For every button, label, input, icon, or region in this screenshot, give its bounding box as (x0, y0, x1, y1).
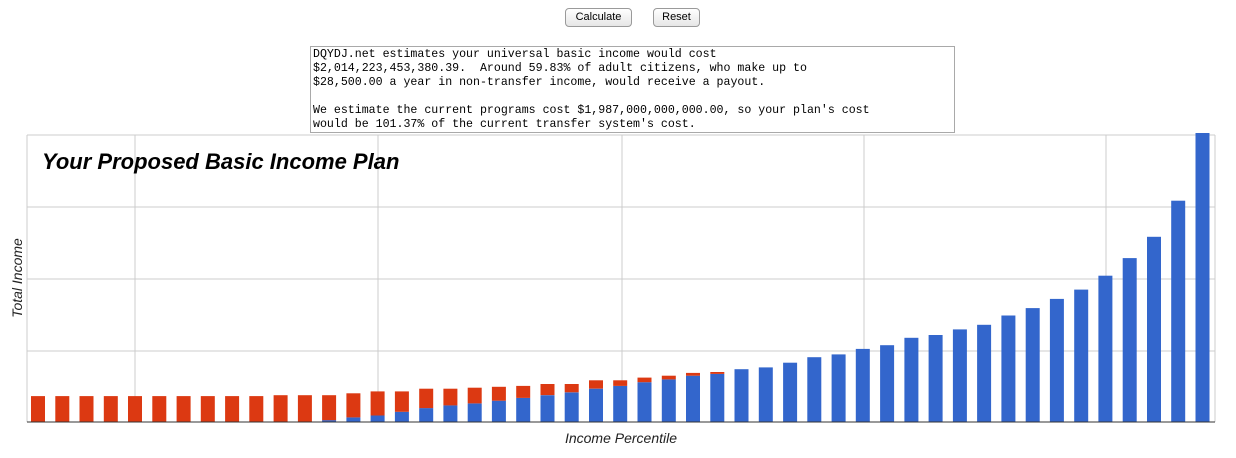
bar-payout (710, 372, 725, 374)
bar-payout (467, 387, 482, 404)
chart-title: Your Proposed Basic Income Plan (42, 149, 399, 174)
bar-payout (55, 396, 70, 422)
bar-income (443, 405, 458, 422)
bar-payout (225, 396, 240, 422)
bar-payout (419, 388, 434, 409)
bar-payout (152, 396, 167, 422)
bar-payout (564, 384, 579, 393)
bar-income (977, 324, 992, 422)
bar-income (758, 367, 773, 422)
bar-payout (637, 377, 652, 383)
bar-income (394, 411, 409, 422)
bar-income (783, 362, 798, 422)
bar-income (1171, 200, 1186, 422)
bar-income (613, 385, 628, 422)
bar-income (928, 335, 943, 422)
reset-button[interactable]: Reset (653, 8, 700, 27)
bar-income (686, 375, 700, 422)
bar-payout (394, 391, 409, 412)
basic-income-chart: Your Proposed Basic Income Plan Income P… (9, 133, 1216, 446)
bar-income (322, 420, 337, 422)
bar-income (370, 415, 385, 422)
bar-income (1195, 133, 1210, 422)
bar-payout (443, 388, 458, 406)
calculate-button[interactable]: Calculate (565, 8, 632, 27)
bar-payout (103, 396, 118, 422)
bar-income (1025, 308, 1040, 422)
bar-payout (31, 396, 45, 422)
bar-income (540, 395, 555, 422)
bar-income (1049, 298, 1064, 422)
x-axis-label: Income Percentile (565, 430, 677, 446)
bar-income (952, 329, 967, 422)
bar-payout (200, 396, 215, 422)
bar-income (516, 397, 531, 422)
bar-payout (661, 375, 676, 380)
bar-income (589, 388, 603, 422)
bar-payout (686, 372, 700, 376)
bar-income (904, 337, 919, 422)
bar-payout (79, 396, 94, 422)
bar-income (710, 373, 725, 422)
chart-bars (31, 133, 1210, 422)
bar-income (1122, 258, 1137, 422)
bar-income (1074, 289, 1089, 422)
bar-income (831, 354, 846, 422)
bar-income (734, 369, 749, 422)
y-axis-label: Total Income (9, 238, 25, 318)
bar-income (807, 357, 822, 422)
bar-payout (613, 380, 628, 386)
bar-income (346, 417, 361, 422)
bar-income (1001, 315, 1016, 422)
bar-income (637, 382, 652, 422)
bar-income (564, 392, 579, 422)
bar-income (419, 408, 434, 422)
bar-payout (589, 380, 603, 389)
bar-payout (273, 395, 288, 422)
chart-gridlines (26, 134, 1216, 422)
bar-payout (491, 386, 506, 401)
bar-income (1147, 236, 1161, 422)
bar-income (661, 379, 676, 422)
bar-income (491, 400, 506, 422)
bar-payout (176, 396, 191, 422)
bar-income (467, 403, 482, 422)
bar-payout (540, 384, 555, 396)
bar-payout (128, 396, 142, 422)
bar-payout (249, 396, 264, 422)
result-textarea[interactable] (310, 46, 955, 133)
bar-payout (322, 395, 337, 421)
bar-payout (370, 391, 385, 416)
bar-income (1098, 275, 1113, 422)
bar-payout (346, 393, 361, 418)
bar-income (855, 348, 870, 422)
bar-payout (516, 385, 531, 398)
bar-income (880, 345, 895, 422)
bar-payout (297, 395, 312, 422)
